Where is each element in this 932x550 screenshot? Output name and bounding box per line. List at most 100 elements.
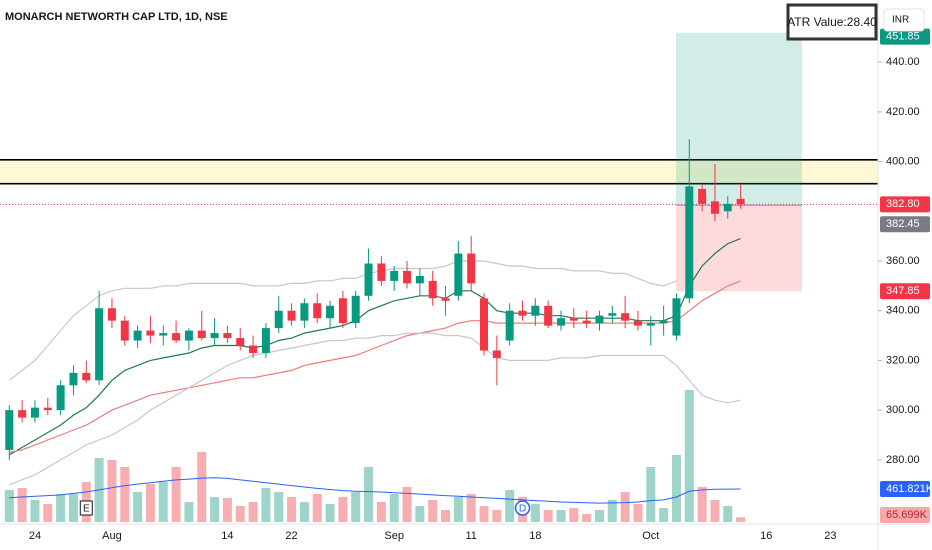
chart-title: MONARCH NETWORTH CAP LTD, 1D, NSE bbox=[5, 11, 228, 23]
x-tick-label: Sep bbox=[384, 530, 404, 542]
atr-value: 28.40 bbox=[847, 15, 877, 29]
volume-bar bbox=[364, 467, 374, 522]
entry-label: 382.45 bbox=[886, 218, 920, 230]
candle-body bbox=[223, 333, 232, 339]
volume-bar bbox=[389, 494, 399, 522]
candle-body bbox=[685, 186, 694, 299]
volume-bar bbox=[453, 497, 463, 522]
volume-bar bbox=[659, 508, 669, 522]
candle-body bbox=[723, 203, 732, 212]
x-tick-label: Oct bbox=[642, 530, 659, 542]
volume-bar bbox=[620, 492, 630, 522]
volume-bar bbox=[736, 517, 746, 522]
candle-body bbox=[633, 320, 642, 326]
volume-bar bbox=[569, 508, 579, 522]
candle-body bbox=[146, 330, 155, 336]
volume-bar bbox=[492, 510, 502, 522]
entry-label-bg bbox=[880, 216, 930, 233]
candle-body bbox=[582, 320, 591, 324]
candle-body bbox=[672, 298, 681, 336]
candle-body bbox=[197, 330, 206, 339]
currency[interactable]: INR bbox=[892, 15, 909, 26]
candle-body bbox=[159, 333, 168, 336]
candle-body bbox=[249, 345, 258, 353]
volume-bar bbox=[30, 500, 40, 522]
candle-body bbox=[107, 308, 116, 321]
volume-bar bbox=[107, 460, 117, 522]
candle-body bbox=[313, 303, 322, 319]
volume-bar bbox=[312, 494, 322, 522]
candle-body bbox=[467, 253, 476, 284]
candle-body bbox=[274, 310, 283, 329]
y-tick-label: 320.00 bbox=[886, 354, 920, 366]
event-marker bbox=[79, 500, 93, 516]
x-tick-label: 24 bbox=[29, 530, 41, 542]
candle-body bbox=[82, 372, 91, 381]
candle-body bbox=[69, 372, 78, 386]
indicator-line bbox=[9, 280, 741, 453]
candle-body bbox=[531, 305, 540, 316]
volume-bar bbox=[261, 488, 271, 522]
volume-bar bbox=[710, 500, 720, 522]
candle-body bbox=[595, 315, 604, 324]
candle-body bbox=[133, 330, 142, 341]
volume-bar bbox=[248, 502, 258, 522]
event-label: E bbox=[83, 504, 90, 515]
volume-bar bbox=[556, 510, 566, 522]
volume-bar bbox=[171, 467, 181, 522]
candle-body bbox=[210, 333, 219, 339]
x-tick-label: 22 bbox=[285, 530, 297, 542]
volume-bar bbox=[222, 498, 232, 522]
candle-body bbox=[492, 350, 501, 358]
y-tick-label: 300.00 bbox=[886, 404, 920, 416]
target-label: 451.85 bbox=[886, 31, 920, 43]
volume-bar bbox=[376, 502, 386, 522]
volume-bar bbox=[133, 492, 143, 522]
candle-body bbox=[390, 270, 399, 281]
candle-body bbox=[300, 303, 309, 321]
volume-bar bbox=[56, 494, 66, 522]
volume-bar bbox=[479, 506, 489, 522]
target-label-bg bbox=[880, 28, 930, 45]
candle-body bbox=[544, 305, 553, 326]
indicator-line bbox=[8, 238, 741, 456]
x-tick-label: 11 bbox=[465, 530, 476, 542]
volume-bar bbox=[607, 500, 617, 522]
candle-body bbox=[659, 320, 668, 324]
volume-bar bbox=[671, 455, 681, 522]
volume-bar bbox=[505, 490, 515, 522]
candle-body bbox=[441, 298, 450, 301]
volume-bar bbox=[351, 492, 361, 522]
candle-body bbox=[351, 295, 360, 324]
volume-bar bbox=[633, 504, 643, 522]
stop-label-bg bbox=[880, 283, 930, 300]
volume-bar bbox=[4, 490, 14, 522]
volume-bar bbox=[184, 502, 194, 522]
currency-box[interactable] bbox=[883, 8, 925, 32]
volume-label-bg bbox=[880, 507, 930, 523]
y-tick-label: 440.00 bbox=[886, 56, 920, 68]
volume-bar bbox=[402, 487, 412, 522]
volume-bar bbox=[120, 467, 130, 522]
y-tick-label: 360.00 bbox=[886, 255, 920, 267]
atr-text: ATR Value:28.40 bbox=[787, 15, 877, 29]
price-axis: 280.00 300.00 320.00 340.00 360.00 400.00 420.… bbox=[878, 28, 932, 523]
y-tick-label: 280.00 bbox=[886, 454, 920, 466]
candle-body bbox=[95, 308, 104, 381]
last-price-label-bg bbox=[880, 196, 930, 213]
stop-label: 347.85 bbox=[886, 285, 920, 297]
y-tick-label: 340.00 bbox=[886, 305, 920, 317]
candle-body bbox=[43, 407, 52, 411]
volume-bar bbox=[325, 504, 335, 522]
candle-body bbox=[415, 275, 424, 284]
candle-body bbox=[5, 410, 14, 450]
candle-body bbox=[338, 298, 347, 324]
volume-ma-line bbox=[9, 477, 741, 504]
volume-bar bbox=[158, 482, 168, 522]
volume-bar bbox=[543, 510, 553, 522]
x-tick-label: 23 bbox=[824, 530, 836, 542]
candle-body bbox=[326, 305, 335, 319]
candle-body bbox=[18, 410, 27, 418]
volume-bar bbox=[415, 506, 425, 522]
